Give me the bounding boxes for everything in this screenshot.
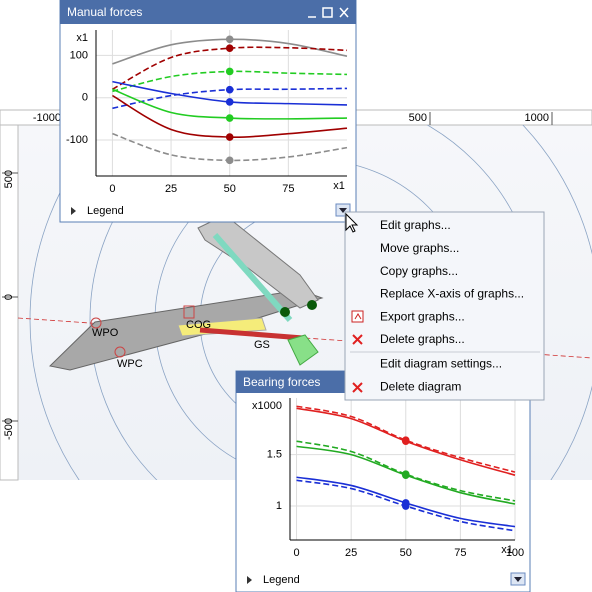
series-marker (225, 44, 234, 52)
left-ruler (0, 124, 19, 481)
x-tick-label: 50 (224, 183, 236, 195)
menu-item[interactable]: Move graphs... (380, 241, 459, 255)
delete-icon (352, 334, 363, 345)
menu-item[interactable]: Export graphs... (380, 309, 465, 323)
legend-expander[interactable] (247, 576, 252, 584)
legend-expander[interactable] (71, 207, 76, 215)
y-unit-label: x1 (76, 32, 88, 44)
delete-icon (352, 382, 363, 393)
menu-item[interactable]: Edit graphs... (380, 218, 451, 232)
series-line (296, 440, 516, 502)
y-tick-label: 0 (82, 92, 88, 104)
menu-item[interactable]: Delete graphs... (380, 332, 465, 346)
x-unit-label: x1 (501, 544, 513, 556)
mechanism (48, 214, 324, 371)
close-button[interactable] (339, 7, 349, 18)
x-tick-label: 75 (454, 547, 466, 559)
legend-label[interactable]: Legend (263, 574, 300, 586)
x-tick-label: 25 (345, 547, 357, 559)
window-frame (235, 370, 531, 592)
dropdown-arrow (339, 208, 347, 213)
window-frame (59, 0, 357, 223)
series-marker (225, 67, 234, 76)
series-marker (225, 85, 234, 94)
series-marker (401, 436, 410, 444)
legend-label[interactable]: Legend (87, 205, 124, 217)
y-tick-label: 1.5 (267, 449, 282, 461)
menu-item[interactable]: Replace X-axis of graphs... (380, 287, 524, 301)
point-label: GS (254, 339, 270, 351)
y-tick-label: -100 (66, 134, 88, 146)
y-tick-label: 1 (276, 500, 282, 512)
ruler-label: 1000 (525, 112, 549, 124)
export-icon (351, 310, 364, 323)
x-unit-label: x1 (333, 180, 345, 192)
y-tick-label: 100 (70, 49, 88, 61)
menu-item[interactable]: Delete diagram (380, 379, 461, 393)
ruler-label: 500 (3, 170, 15, 188)
series-marker (225, 114, 234, 122)
point-label: WPC (117, 358, 143, 370)
point-label: COG (186, 319, 211, 331)
series-marker (401, 470, 410, 478)
window-title: Manual forces (67, 5, 142, 19)
plot: 0 25 50 75 100 1 1.5 x1000 x1 (252, 398, 524, 559)
dropdown-arrow (514, 577, 522, 582)
ruler-label: -500 (3, 418, 15, 440)
x-tick-label: 100 (506, 547, 524, 559)
menu-frame (344, 211, 545, 401)
x-tick-label: 0 (293, 547, 299, 559)
point-label: WPO (92, 327, 119, 339)
series-marker (225, 133, 234, 141)
menu-item[interactable]: Edit diagram settings... (380, 356, 502, 370)
series-marker (225, 35, 234, 44)
context-menu: Edit graphs... Move graphs... Copy graphs.… (344, 211, 545, 401)
series-marker (225, 98, 234, 106)
ruler-label: 0 (3, 294, 15, 300)
series-line (296, 405, 516, 473)
x-tick-label: 0 (109, 183, 115, 195)
ruler-label: -1000 (33, 112, 61, 124)
series-marker (225, 156, 234, 165)
x-tick-label: 25 (165, 183, 177, 195)
manual-forces-window: Manual forces Legend 0 25 50 75 -100 0 100 x1 x1 (59, 0, 357, 223)
mouse-cursor (345, 212, 359, 233)
maximize-button[interactable] (322, 7, 333, 18)
ruler-label: 500 (409, 112, 427, 124)
x-tick-label: 50 (400, 547, 412, 559)
window-title: Bearing forces (243, 375, 320, 389)
menu-item[interactable]: Copy graphs... (380, 264, 458, 278)
x-tick-label: 75 (282, 183, 294, 195)
bearing-forces-window: Bearing forces Legend 0 25 50 75 100 1 1.5 x100… (235, 370, 531, 592)
series-marker (401, 502, 410, 510)
title-bar (60, 0, 356, 24)
plot: 0 25 50 75 -100 0 100 x1 x1 (66, 30, 348, 195)
y-unit-label: x1000 (252, 400, 282, 412)
